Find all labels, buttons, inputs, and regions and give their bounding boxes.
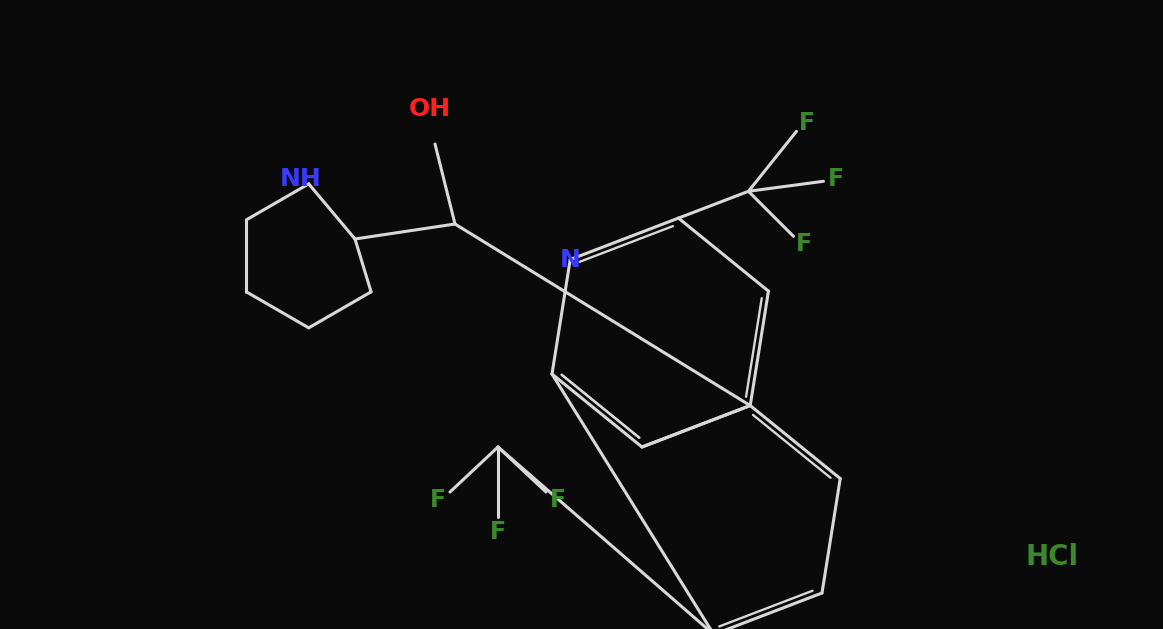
Text: HCl: HCl: [1026, 543, 1078, 571]
Text: F: F: [799, 111, 814, 135]
Text: F: F: [550, 488, 566, 512]
Text: OH: OH: [409, 97, 451, 121]
Text: N: N: [559, 248, 580, 272]
Text: F: F: [795, 232, 812, 256]
Text: F: F: [490, 520, 506, 544]
Text: F: F: [827, 167, 843, 191]
Text: F: F: [430, 488, 447, 512]
Text: NH: NH: [280, 167, 322, 191]
